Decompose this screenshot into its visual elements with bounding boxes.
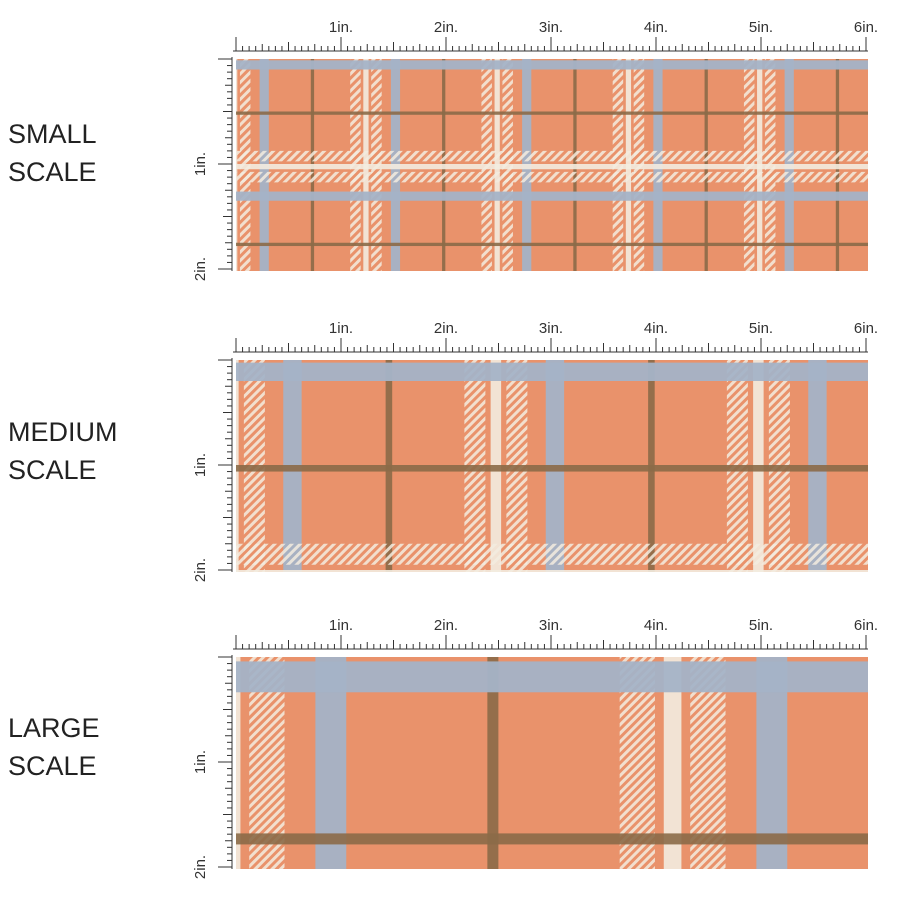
- scale-label: MEDIUM SCALE: [8, 413, 118, 489]
- cream-stripe: [236, 570, 868, 572]
- ruler-label-horizontal: 4in.: [644, 320, 668, 337]
- ruler-label-horizontal: 3in.: [539, 320, 563, 337]
- ruler: 1in. 2in. 3in. 4in. 5in. 6in. 1in. 2in.: [192, 617, 878, 879]
- cream-stripe: [236, 657, 241, 869]
- ruler-label-vertical: 1in.: [192, 750, 209, 774]
- ruler-label-horizontal: 2in.: [434, 617, 458, 634]
- plaid-pattern: [236, 59, 868, 271]
- ruler-label-vertical: 1in.: [192, 453, 209, 477]
- cream-stripe: [663, 657, 682, 869]
- fabric-swatch-small: [236, 59, 868, 271]
- ruler-label-horizontal: 1in.: [329, 617, 353, 634]
- ruler-label-vertical: 1in.: [192, 152, 209, 176]
- blue-stripe: [236, 661, 868, 693]
- scale-label-line1: SMALL: [8, 119, 97, 149]
- fabric-swatch-large: [236, 657, 868, 869]
- ruler-label-horizontal: 2in.: [434, 320, 458, 337]
- brown-stripe: [236, 465, 868, 472]
- scale-label-line1: LARGE: [8, 713, 100, 743]
- scale-label-line2: SCALE: [8, 157, 97, 187]
- ruler-label-horizontal: 1in.: [329, 320, 353, 337]
- ruler-label-horizontal: 3in.: [539, 19, 563, 36]
- brown-stripe: [487, 657, 499, 869]
- plaid-pattern: [236, 360, 868, 572]
- ruler-label-horizontal: 3in.: [539, 617, 563, 634]
- cream-stripe: [236, 164, 868, 170]
- blue-stripe: [236, 191, 868, 201]
- ruler-label-vertical: 2in.: [192, 257, 209, 281]
- cream-stripe: [236, 543, 868, 565]
- medium-scale-panel: 1in. 2in. 3in. 4in. 5in. 6in. 1in. 2in. MEDIUM …: [0, 300, 900, 590]
- scale-label-line1: MEDIUM: [8, 417, 118, 447]
- blue-stripe: [236, 60, 868, 70]
- brown-stripe: [236, 111, 868, 115]
- ruler-label-horizontal: 2in.: [434, 19, 458, 36]
- cream-stripe: [236, 171, 868, 183]
- ruler-label-horizontal: 5in.: [749, 19, 773, 36]
- ruler-label-horizontal: 6in.: [854, 617, 878, 634]
- ruler-label-vertical: 2in.: [192, 558, 209, 582]
- brown-stripe: [236, 833, 868, 845]
- scale-label: SMALL SCALE: [8, 115, 97, 191]
- blue-stripe: [236, 362, 868, 381]
- cream-stripe: [236, 150, 868, 162]
- ruler: 1in. 2in. 3in. 4in. 5in. 6in. 1in. 2in.: [192, 320, 878, 582]
- scale-label-line2: SCALE: [8, 455, 97, 485]
- small-scale-panel: 1in. 2in. 3in. 4in. 5in. 6in. 1in. 2in. SMALL S…: [0, 0, 900, 290]
- ruler-label-horizontal: 5in.: [749, 617, 773, 634]
- ruler: 1in. 2in. 3in. 4in. 5in. 6in. 1in. 2in.: [192, 19, 878, 281]
- ruler-label-horizontal: 5in.: [749, 320, 773, 337]
- scale-label-line2: SCALE: [8, 751, 97, 781]
- fabric-swatch-medium: [236, 360, 868, 572]
- large-scale-panel: 1in. 2in. 3in. 4in. 5in. 6in. 1in. 2in. LARGE S…: [0, 597, 900, 887]
- ruler-label-horizontal: 6in.: [854, 19, 878, 36]
- ruler-label-horizontal: 4in.: [644, 19, 668, 36]
- ruler-label-vertical: 2in.: [192, 855, 209, 879]
- ruler-label-horizontal: 4in.: [644, 617, 668, 634]
- brown-stripe: [236, 242, 868, 247]
- scale-label: LARGE SCALE: [8, 709, 100, 785]
- plaid-pattern: [236, 657, 868, 869]
- ruler-label-horizontal: 1in.: [329, 19, 353, 36]
- ruler-label-horizontal: 6in.: [854, 320, 878, 337]
